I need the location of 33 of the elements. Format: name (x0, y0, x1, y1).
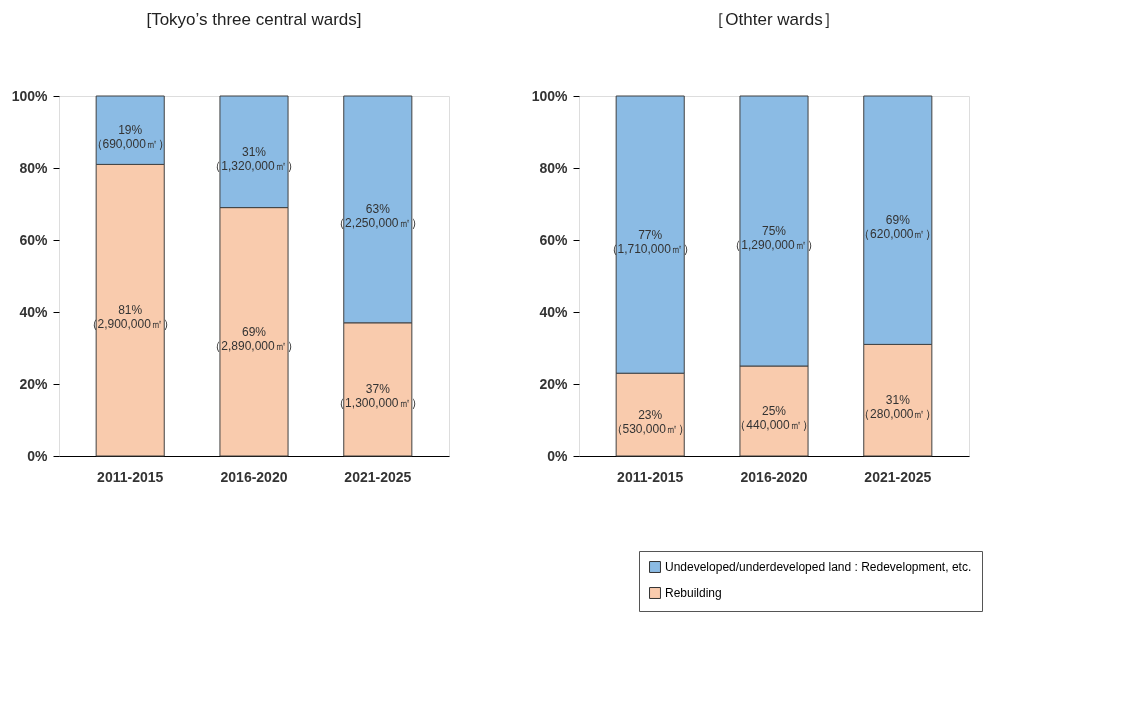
chart-title: ［Othter wards］ (708, 10, 840, 29)
y-tick-label: 0% (547, 447, 569, 464)
data-label: 25% （440,000㎡） (734, 404, 814, 432)
data-label: 19% （690,000㎡） (90, 123, 170, 152)
y-tick-label: 40% (19, 303, 49, 320)
y-tick-label: 100% (11, 87, 49, 104)
y-tick-label: 40% (539, 303, 569, 320)
y-tick-label: 60% (19, 231, 49, 248)
legend-label: Undeveloped/underdeveloped land : Redevelopment, etc. (665, 560, 972, 574)
data-label: 37% （1,300,000㎡） (333, 382, 423, 411)
y-tick-label: 80% (19, 159, 49, 176)
y-tick-label: 100% (531, 87, 569, 104)
data-label: 75% （1,290,000㎡） (729, 224, 819, 252)
data-label: 81% （2,900,000㎡） (85, 303, 175, 332)
data-label: 31% （280,000㎡） (858, 393, 938, 422)
data-label: 77% （1,710,000㎡） (605, 227, 695, 256)
data-label: 31% （1,320,000㎡） (209, 144, 299, 173)
y-tick-label: 20% (539, 375, 569, 392)
legend-label: Rebuilding (665, 586, 722, 600)
x-tick-label: 2011-2015 (97, 468, 164, 485)
x-tick-label: 2016-2020 (220, 468, 288, 485)
x-tick-label: 2021-2025 (344, 468, 412, 485)
chart-title: [Tokyo’s three central wards] (146, 10, 362, 29)
y-tick-label: 80% (539, 159, 569, 176)
x-tick-label: 2021-2025 (864, 468, 932, 485)
y-tick-label: 60% (539, 231, 569, 248)
data-label: 69% （620,000㎡） (858, 213, 938, 242)
y-tick-label: 20% (19, 375, 49, 392)
x-tick-label: 2016-2020 (740, 468, 808, 485)
data-label: 23% （530,000㎡） (610, 407, 690, 436)
x-tick-label: 2011-2015 (617, 468, 684, 485)
data-label: 69% （2,890,000㎡） (209, 324, 299, 353)
y-tick-label: 0% (27, 447, 49, 464)
